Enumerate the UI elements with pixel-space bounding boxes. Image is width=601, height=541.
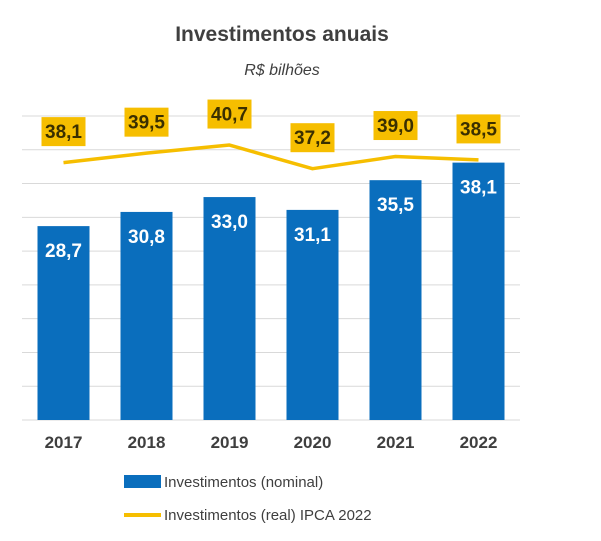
line-data-label: 39,5 bbox=[128, 113, 165, 134]
chart-title: Investimentos anuais bbox=[175, 23, 389, 46]
bar-data-label: 35,5 bbox=[377, 195, 414, 216]
line-data-label: 37,2 bbox=[294, 128, 331, 149]
line-data-label: 39,0 bbox=[377, 116, 414, 137]
x-tick-label: 2017 bbox=[45, 433, 83, 452]
x-tick-label: 2018 bbox=[128, 433, 166, 452]
bar bbox=[37, 226, 90, 420]
bar bbox=[452, 162, 505, 420]
line-data-label: 38,5 bbox=[460, 119, 497, 140]
line-data-label-box bbox=[373, 111, 418, 141]
line-data-label-box bbox=[456, 114, 501, 144]
line-data-label: 40,7 bbox=[211, 105, 248, 126]
legend-label-nominal: Investimentos (nominal) bbox=[164, 474, 323, 491]
bar-data-label: 28,7 bbox=[45, 241, 82, 262]
x-tick-label: 2022 bbox=[460, 433, 498, 452]
legend-label-real: Investimentos (real) IPCA 2022 bbox=[164, 507, 372, 524]
x-tick-label: 2020 bbox=[294, 433, 332, 452]
bar bbox=[369, 180, 422, 420]
x-tick-label: 2019 bbox=[211, 433, 249, 452]
gridlines bbox=[22, 115, 520, 421]
bar-data-label: 38,1 bbox=[460, 178, 497, 199]
line-labels: 38,1 39,5 40,7 37,2 39,0 38,5 bbox=[41, 99, 501, 153]
line-series bbox=[63, 143, 479, 171]
bar-data-label: 33,0 bbox=[211, 212, 248, 233]
legend: Investimentos (nominal) Investimentos (r… bbox=[124, 474, 372, 524]
line-data-label-box bbox=[41, 117, 86, 147]
bar bbox=[120, 211, 173, 420]
line-data-label-box bbox=[124, 107, 169, 137]
bar-labels: 28,7 30,8 33,0 31,1 35,5 38,1 bbox=[45, 178, 497, 263]
bar-data-label: 30,8 bbox=[128, 227, 165, 248]
bar bbox=[203, 197, 256, 420]
bar bbox=[286, 209, 339, 420]
x-axis-ticks: 2017 2018 2019 2020 2021 2022 bbox=[45, 433, 498, 452]
bar-data-label: 31,1 bbox=[294, 225, 331, 246]
x-tick-label: 2021 bbox=[377, 433, 415, 452]
line-data-label-box bbox=[207, 99, 252, 129]
legend-swatch-nominal bbox=[124, 475, 161, 488]
bar-series bbox=[37, 162, 505, 420]
chart-subtitle: R$ bilhões bbox=[244, 62, 320, 79]
series-line bbox=[63, 143, 479, 171]
line-data-label-box bbox=[290, 123, 335, 153]
line-data-label: 38,1 bbox=[45, 122, 82, 143]
